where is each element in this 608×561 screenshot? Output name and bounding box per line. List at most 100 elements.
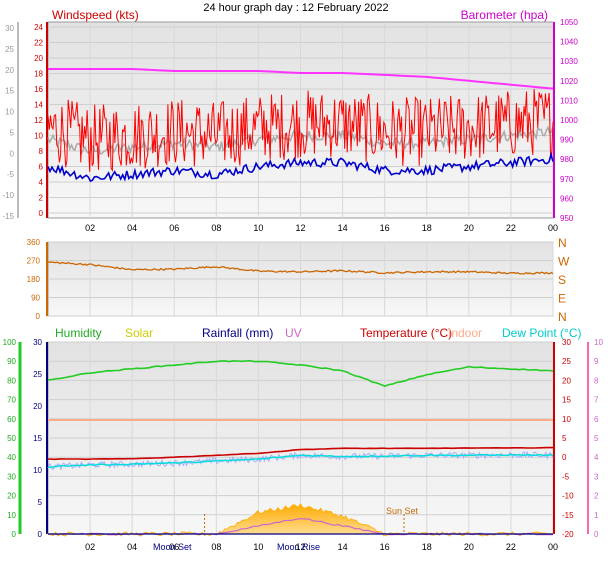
humidity-tick-label: 0 (12, 530, 17, 539)
barometer-tick-label: 1000 (560, 116, 578, 125)
wind-x-tick-label: 18 (422, 223, 432, 233)
temp-x-tick-label: 22 (506, 542, 516, 552)
barometer-tick-label: 1010 (560, 96, 578, 105)
compass-label: W (558, 255, 570, 269)
temp-tick-label: 10 (562, 415, 571, 424)
compass-label: N (558, 236, 567, 250)
barometer-tick-label: 1030 (560, 57, 578, 66)
temp-x-tick-label: 10 (253, 542, 263, 552)
temp-tick-label: 0 (562, 453, 567, 462)
legend-dewpoint: Dew Point (°C) (502, 326, 581, 340)
compass-label: N (558, 310, 567, 324)
humidity-tick-label: 40 (7, 453, 16, 462)
barometer-tick-label: 970 (560, 175, 574, 184)
uv-tick-label: 8 (594, 376, 599, 385)
temp-x-tick-label: 16 (380, 542, 390, 552)
legend-rainfall: Rainfall (mm) (202, 326, 273, 340)
temp-x-tick-label: 14 (338, 542, 348, 552)
humidity-tick-label: 90 (7, 357, 16, 366)
compass-label: E (558, 292, 566, 306)
temp-tick-label: 15 (562, 396, 571, 405)
temp-tick-label: 30 (562, 338, 571, 347)
compass-label: S (558, 273, 566, 287)
temp-tick-label: 20 (562, 376, 571, 385)
wind-gust-series-line (47, 88, 554, 173)
legend-temperature: Temperature (°C) (360, 326, 452, 340)
wind-tick-label: 18 (34, 70, 43, 79)
wind-tick-label: 16 (34, 85, 43, 94)
humidity-tick-label: 10 (7, 511, 16, 520)
wind-outer-tick-label: 20 (5, 66, 14, 75)
uv-tick-label: 7 (594, 396, 599, 405)
direction-tick-label: 0 (36, 312, 41, 321)
temperature-series-line (47, 446, 553, 461)
wind-tick-label: 22 (34, 39, 43, 48)
moonrise-annotation: Moon Rise (277, 542, 320, 552)
series-lines (47, 68, 554, 537)
wind-gray-series-line (47, 125, 554, 156)
humidity-series-line (47, 359, 554, 387)
temp-x-tick-label: 06 (169, 542, 179, 552)
rain-tick-label: 25 (33, 370, 42, 379)
moonset-annotation: Moon Set (153, 542, 192, 552)
direction-tick-label: 360 (27, 238, 41, 247)
barometer-tick-label: 980 (560, 155, 574, 164)
uv-tick-label: 9 (594, 357, 599, 366)
temp-x-tick-label: 20 (464, 542, 474, 552)
windspeed-label: Windspeed (kts) (52, 8, 139, 22)
temp-tick-label: 25 (562, 357, 571, 366)
wind-outer-tick-label: 15 (5, 87, 14, 96)
wind-x-tick-label: 10 (253, 223, 263, 233)
barometer-tick-label: 1020 (560, 77, 578, 86)
rain-tick-label: 10 (33, 466, 42, 475)
uv-tick-label: 5 (594, 434, 599, 443)
sunset-annotation: Sun Set (386, 506, 419, 516)
dewpoint-series-line (47, 453, 554, 468)
wind-x-tick-label: 14 (338, 223, 348, 233)
wind-x-tick-label: 12 (295, 223, 305, 233)
uv-tick-label: 6 (594, 415, 599, 424)
wind-tick-label: 20 (34, 54, 43, 63)
wind-x-tick-label: 00 (548, 223, 558, 233)
legend-uv: UV (285, 326, 302, 340)
temp-tick-label: -5 (562, 472, 570, 481)
wind-x-tick-label: 06 (169, 223, 179, 233)
wind-outer-tick-label: -15 (2, 212, 14, 221)
wind-tick-label: 14 (34, 101, 43, 110)
direction-tick-label: 180 (27, 275, 41, 284)
wind-tick-label: 2 (39, 194, 44, 203)
humidity-tick-label: 20 (7, 492, 16, 501)
windspeed-series-line (47, 151, 554, 183)
wind-tick-label: 0 (39, 209, 44, 218)
rain-tick-label: 0 (38, 530, 43, 539)
direction-tick-label: 270 (27, 257, 41, 266)
wind-tick-label: 12 (34, 116, 43, 125)
humidity-tick-label: 50 (7, 434, 16, 443)
temp-tick-label: -10 (562, 492, 574, 501)
direction-tick-label: 90 (31, 294, 40, 303)
legend-indoor: Indoor (448, 326, 482, 340)
humidity-tick-label: 80 (7, 376, 16, 385)
wind-x-tick-label: 22 (506, 223, 516, 233)
barometer-tick-label: 990 (560, 136, 574, 145)
humidity-tick-label: 60 (7, 415, 16, 424)
temp-x-tick-label: 04 (127, 542, 137, 552)
humidity-tick-label: 100 (3, 338, 17, 347)
uv-tick-label: 10 (594, 338, 603, 347)
wind-outer-tick-label: 30 (5, 24, 14, 33)
temp-x-tick-label: 00 (548, 542, 558, 552)
temp-x-tick-label: 18 (422, 542, 432, 552)
uv-tick-label: 1 (594, 511, 599, 520)
barometer-label: Barometer (hpa) (461, 8, 548, 22)
barometer-tick-label: 960 (560, 194, 574, 203)
rain-tick-label: 5 (38, 498, 43, 507)
wind-tick-label: 24 (34, 23, 43, 32)
legend-solar: Solar (125, 326, 153, 340)
dewpoint-noise-line (47, 450, 554, 471)
temp-tick-label: -20 (562, 530, 574, 539)
uv-tick-label: 2 (594, 492, 599, 501)
direction-series-line (47, 261, 554, 275)
wind-tick-label: 10 (34, 132, 43, 141)
wind-x-tick-label: 04 (127, 223, 137, 233)
